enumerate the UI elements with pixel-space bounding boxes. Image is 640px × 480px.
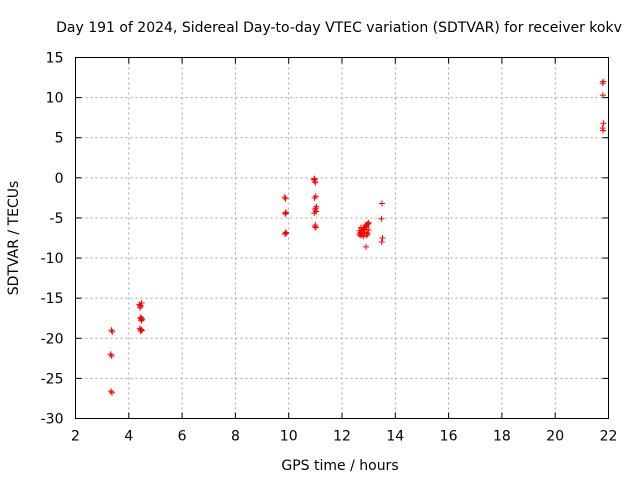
data-point <box>378 215 385 222</box>
x-tick-label: 8 <box>231 429 240 445</box>
data-point <box>362 243 369 250</box>
data-point <box>357 224 364 231</box>
x-tick-label: 4 <box>124 429 133 445</box>
y-tick-label: -30 <box>41 412 64 428</box>
y-tick-label: 5 <box>55 131 64 147</box>
x-tick-label: 14 <box>386 429 404 445</box>
y-tick-label: -10 <box>41 251 64 267</box>
data-point <box>311 210 318 217</box>
data-point <box>378 239 385 246</box>
data-point <box>356 227 363 234</box>
x-tick-label: 10 <box>280 429 298 445</box>
data-point <box>311 194 318 201</box>
data-point <box>600 120 607 127</box>
data-point <box>283 230 290 237</box>
data-point <box>282 195 289 202</box>
data-point <box>281 230 288 237</box>
data-point <box>138 316 145 323</box>
data-point <box>312 224 319 231</box>
y-tick-label: -15 <box>41 291 64 307</box>
data-point <box>365 220 372 227</box>
y-tick-label: 10 <box>46 91 64 107</box>
x-axis-label: GPS time / hours <box>281 458 398 474</box>
data-point <box>359 228 366 235</box>
data-point <box>379 235 386 241</box>
data-point <box>108 352 115 359</box>
data-point <box>599 92 606 99</box>
chart-title: Day 191 of 2024, Sidereal Day-to-day VTE… <box>56 20 622 36</box>
y-tick-label: -5 <box>50 211 64 227</box>
plot-frame <box>75 57 609 419</box>
data-point <box>109 389 116 396</box>
y-axis-label: SDTVAR / TECUs <box>6 181 22 296</box>
x-tick-label: 16 <box>440 429 458 445</box>
data-point <box>365 226 372 233</box>
data-point <box>282 210 289 217</box>
data-point <box>138 327 145 334</box>
x-tick-label: 20 <box>546 429 564 445</box>
data-point <box>360 233 367 240</box>
data-point <box>365 219 372 226</box>
y-tick-label: 15 <box>46 51 64 67</box>
x-tick-label: 22 <box>600 429 618 445</box>
data-point <box>138 326 145 333</box>
data-points <box>107 78 607 396</box>
tick-layer: 2 4 6 8 10 12 14 16 18 20 22 -30 -25 -20 -15 -10 -5 0 5 10 1… <box>41 51 618 445</box>
grid-layer <box>75 57 609 419</box>
data-point <box>363 232 370 239</box>
data-point <box>312 179 319 186</box>
data-point <box>109 328 116 335</box>
y-tick-label: -20 <box>41 331 64 347</box>
y-tick-label: -25 <box>41 371 64 387</box>
x-tick-label: 18 <box>493 429 511 445</box>
data-point <box>311 175 318 182</box>
data-point <box>136 302 143 309</box>
data-point <box>600 78 607 85</box>
x-tick-label: 2 <box>71 429 80 445</box>
x-tick-label: 12 <box>333 429 351 445</box>
data-point <box>599 125 606 132</box>
data-point <box>313 203 320 210</box>
y-tick-label: 0 <box>55 171 64 187</box>
data-point <box>378 200 385 207</box>
data-point <box>311 223 318 230</box>
x-tick-label: 6 <box>178 429 187 445</box>
